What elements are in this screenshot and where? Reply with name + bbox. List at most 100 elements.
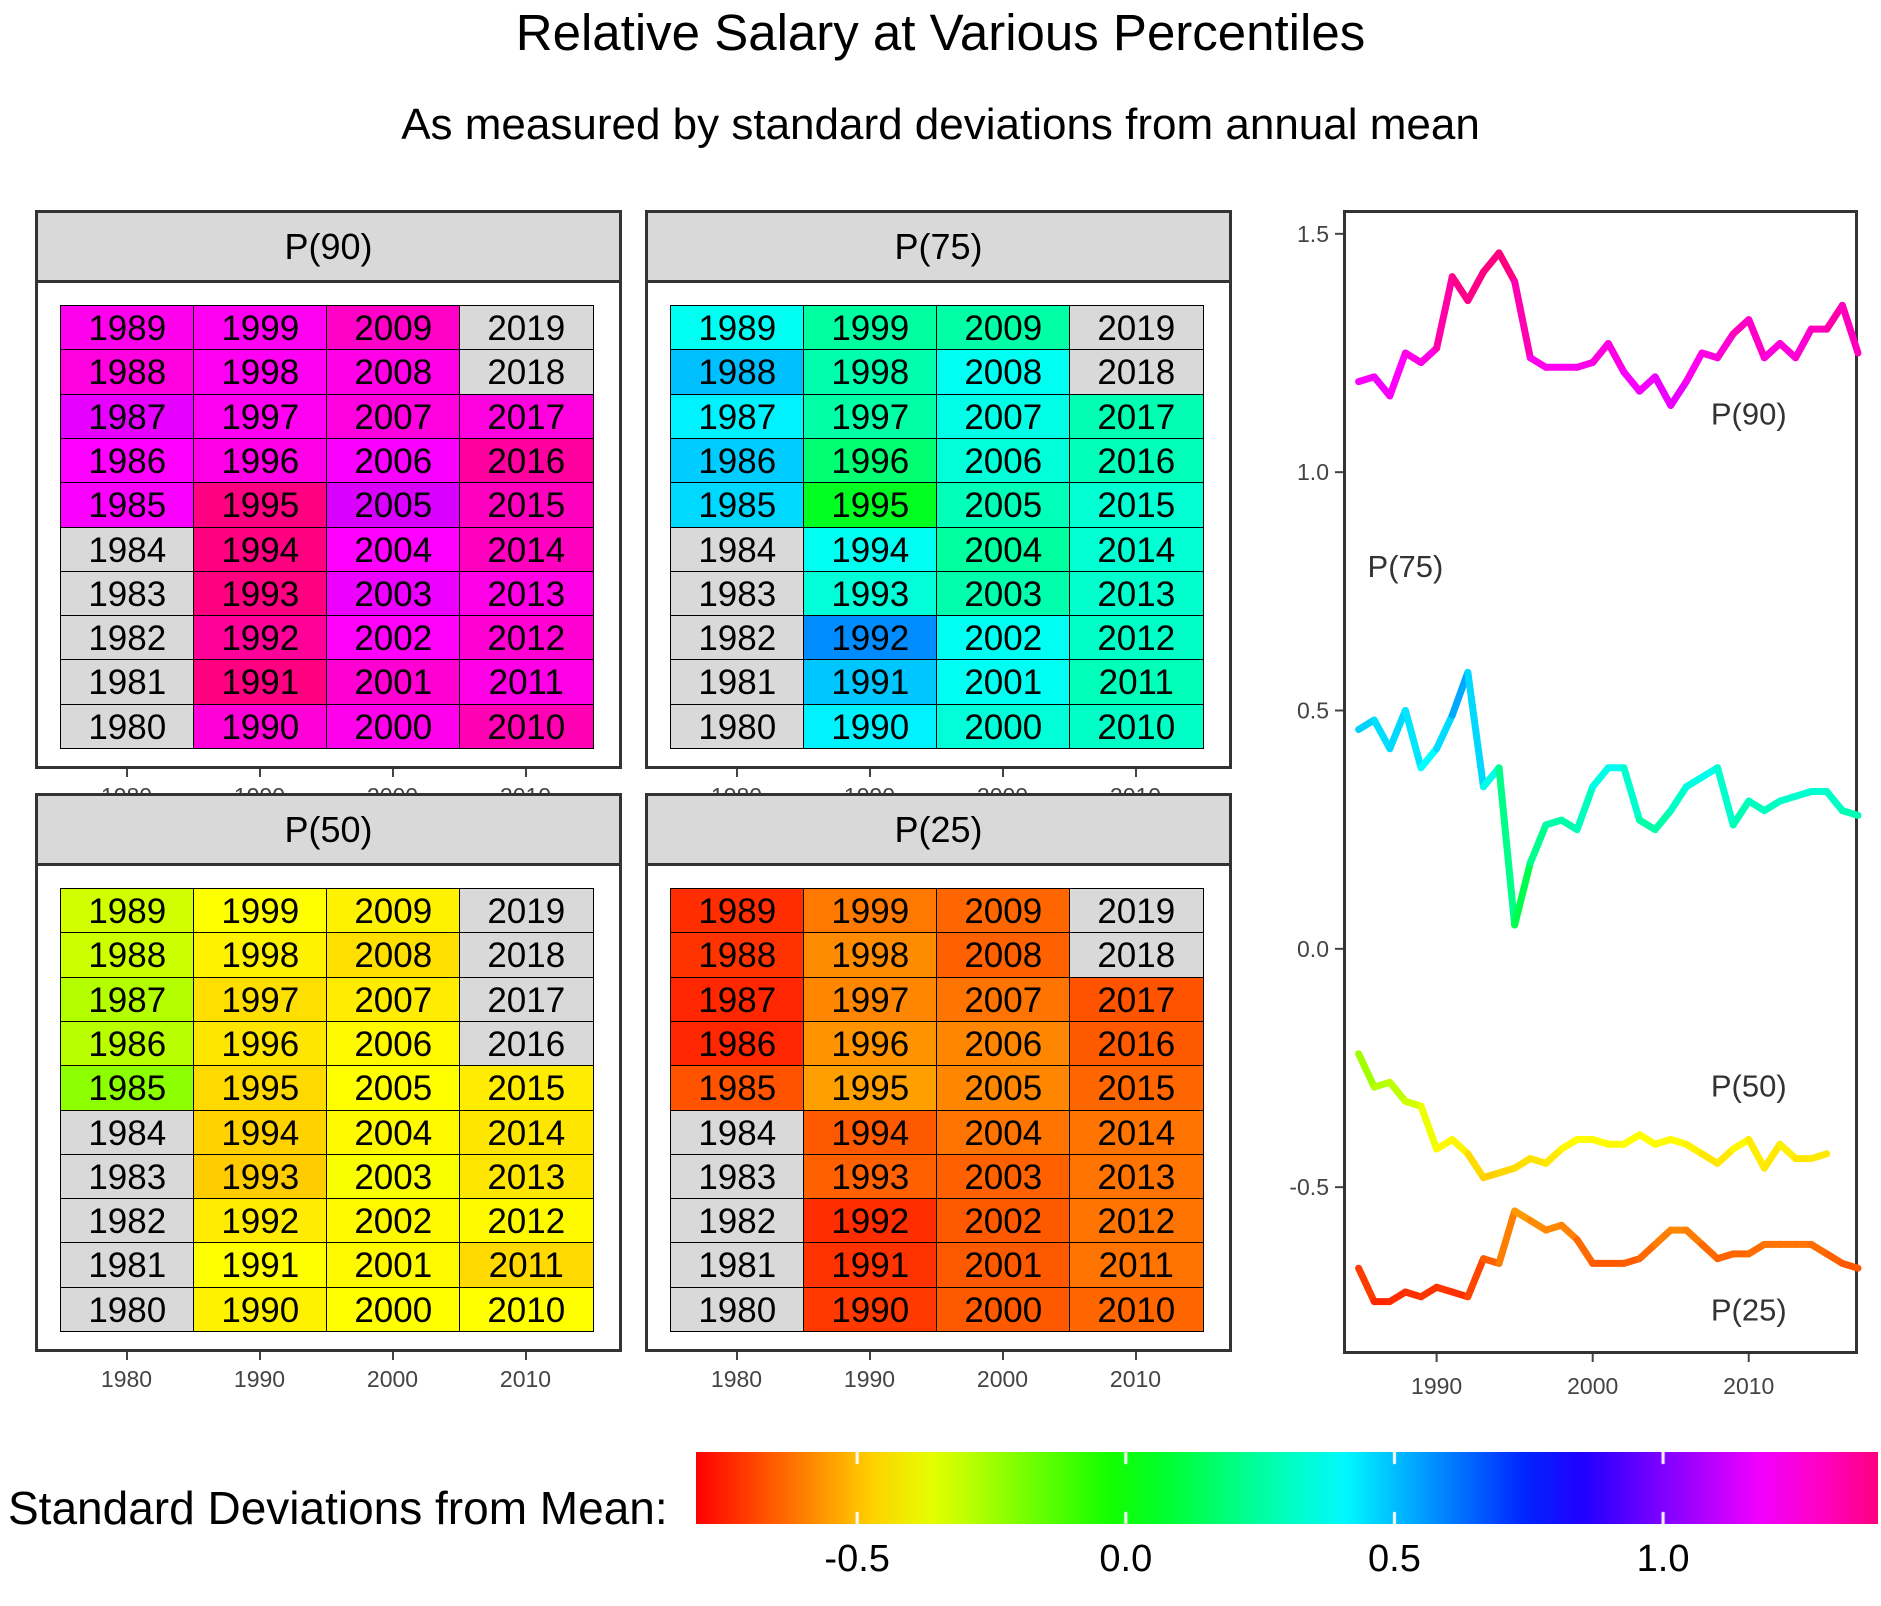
heatmap-cell: 2013	[459, 1153, 594, 1200]
heatmap-cell: 1984	[60, 1109, 195, 1156]
heatmap-cell: 1989	[670, 305, 805, 351]
heatmap-cell: 1984	[670, 526, 805, 573]
heatmap-cell: 1996	[193, 1020, 328, 1067]
heatmap-cell: 2010	[1069, 703, 1204, 750]
heatmap-cell: 2010	[1069, 1286, 1204, 1333]
heatmap-cell: 2019	[459, 888, 594, 934]
heatmap-cell: 1983	[60, 570, 195, 617]
facet-strip-p25: P(25)	[645, 793, 1232, 866]
heatmap-cell: 1980	[670, 1286, 805, 1333]
heatmap-cell: 1987	[60, 976, 195, 1023]
heatmap-cell: 1995	[193, 1065, 328, 1111]
facet-strip-p50: P(50)	[35, 793, 622, 866]
heatmap-cell: 2003	[326, 570, 461, 617]
heatmap-cell: 1991	[193, 659, 328, 706]
heatmap-cell: 2012	[459, 1198, 594, 1244]
heatmap-cell: 1994	[803, 1109, 938, 1156]
heatmap-cell: 2016	[1069, 1020, 1204, 1067]
heatmap-cell: 1982	[670, 615, 805, 661]
heatmap-cell: 2011	[1069, 1242, 1204, 1289]
y-tick-label: 1.0	[1297, 459, 1329, 485]
heatmap-cell: 1980	[670, 703, 805, 750]
x-tick-mark	[868, 1352, 871, 1360]
heatmap-cell: 2016	[459, 1020, 594, 1067]
chart-title: Relative Salary at Various Percentiles	[515, 4, 1366, 61]
heatmap-cell: 2003	[326, 1153, 461, 1200]
x-tick-mark	[735, 1352, 738, 1360]
heatmap-cell: 1989	[670, 888, 805, 934]
heatmap-cell: 1981	[60, 659, 195, 706]
heatmap-cell: 1993	[193, 1153, 328, 1200]
heatmap-cell: 2019	[459, 305, 594, 351]
heatmap-cell: 2001	[326, 659, 461, 706]
facet-strip-p90: P(90)	[35, 210, 622, 283]
y-tick-label: 0.5	[1297, 698, 1329, 724]
x-tick-label: 2010	[1109, 1366, 1162, 1392]
heatmap-cell: 2007	[326, 393, 461, 440]
x-tick-label: 1980	[710, 1366, 763, 1392]
heatmap-cell: 1987	[60, 393, 195, 440]
colorbar	[696, 1452, 1878, 1524]
heatmap-cell: 1990	[193, 703, 328, 750]
heatmap-cell: 2005	[326, 482, 461, 528]
heatmap-cell: 2000	[936, 1286, 1071, 1333]
x-tick-mark	[391, 1352, 394, 1360]
heatmap-cell: 1990	[803, 1286, 938, 1333]
heatmap-cell: 1993	[803, 1153, 938, 1200]
heatmap-cell: 1984	[60, 526, 195, 573]
facet-strip-p75: P(75)	[645, 210, 1232, 283]
heatmap-cell: 1981	[670, 1242, 805, 1289]
x-tick-mark	[1134, 769, 1137, 777]
heatmap-cell: 2006	[326, 1020, 461, 1067]
heatmap-cell: 2017	[459, 393, 594, 440]
heatmap-cell: 2012	[1069, 615, 1204, 661]
heatmap-cell: 1999	[193, 305, 328, 351]
heatmap-cell: 1987	[670, 976, 805, 1023]
heatmap-cell: 2007	[936, 976, 1071, 1023]
x-tick-mark	[1134, 1352, 1137, 1360]
y-tick-label: 1.5	[1297, 221, 1329, 247]
heatmap-cell: 2004	[326, 1109, 461, 1156]
heatmap-cell: 2015	[459, 482, 594, 528]
heatmap-cell: 1998	[193, 932, 328, 979]
heatmap-cell: 2002	[326, 1198, 461, 1244]
heatmap-cell: 1994	[803, 526, 938, 573]
heatmap-cell: 1998	[803, 932, 938, 979]
x-tick-label: 2010	[499, 1366, 552, 1392]
heatmap-cell: 1995	[803, 482, 938, 528]
heatmap-cell: 1988	[670, 932, 805, 979]
heatmap-cell: 1992	[193, 1198, 328, 1244]
heatmap-cell: 2000	[936, 703, 1071, 750]
heatmap-cell: 1991	[803, 1242, 938, 1289]
heatmap-cell: 1985	[670, 482, 805, 528]
x-tick-mark	[735, 769, 738, 777]
heatmap-cell: 1992	[193, 615, 328, 661]
heatmap-cell: 1993	[193, 570, 328, 617]
heatmap-cell: 2006	[936, 437, 1071, 484]
heatmap-cell: 2011	[1069, 659, 1204, 706]
y-tick-label: -0.5	[1289, 1174, 1329, 1200]
heatmap-cell: 1995	[193, 482, 328, 528]
x-tick-mark	[258, 769, 261, 777]
heatmap-cell: 2002	[936, 615, 1071, 661]
x-tick-label: 1980	[100, 1366, 153, 1392]
heatmap-cell: 1982	[670, 1198, 805, 1244]
legend-title: Standard Deviations from Mean:	[8, 1482, 668, 1534]
x-tick-mark	[1001, 1352, 1004, 1360]
heatmap-cell: 2006	[326, 437, 461, 484]
heatmap-cell: 1997	[803, 393, 938, 440]
heatmap-cell: 2014	[1069, 526, 1204, 573]
heatmap-cell: 1994	[193, 1109, 328, 1156]
heatmap-cell: 1984	[670, 1109, 805, 1156]
x-tick-mark	[125, 1352, 128, 1360]
heatmap-cell: 1999	[193, 888, 328, 934]
x-tick-mark	[258, 1352, 261, 1360]
heatmap-cell: 2010	[459, 1286, 594, 1333]
x-tick-label: 2010	[1723, 1373, 1774, 1399]
heatmap-cell: 1996	[193, 437, 328, 484]
heatmap-cell: 1995	[803, 1065, 938, 1111]
heatmap-cell: 1999	[803, 888, 938, 934]
x-tick-label: 2000	[1567, 1373, 1618, 1399]
heatmap-cell: 2019	[1069, 888, 1204, 934]
heatmap-cell: 1998	[803, 349, 938, 396]
